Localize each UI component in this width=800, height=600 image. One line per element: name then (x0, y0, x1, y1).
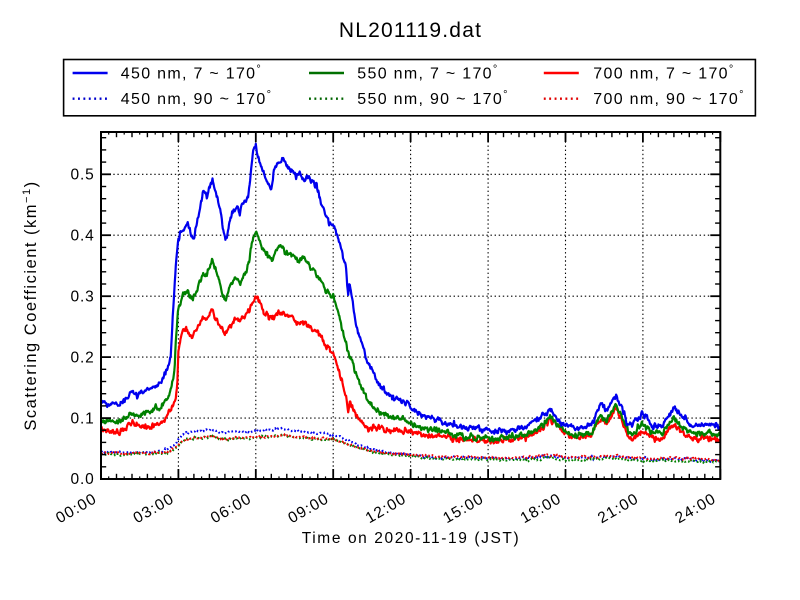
svg-text:0.0: 0.0 (71, 471, 95, 488)
svg-text:Time on 2020-11-19 (JST): Time on 2020-11-19 (JST) (302, 530, 520, 547)
svg-text:NL201119.dat: NL201119.dat (339, 19, 482, 42)
svg-text:550 nm, 90 ~ 170°: 550 nm, 90 ~ 170° (357, 89, 509, 108)
svg-text:700 nm, 90 ~ 170°: 700 nm, 90 ~ 170° (593, 89, 745, 108)
svg-text:0.5: 0.5 (71, 167, 95, 184)
svg-text:0.3: 0.3 (71, 288, 95, 305)
svg-text:0.2: 0.2 (71, 349, 95, 366)
svg-text:0.4: 0.4 (71, 227, 95, 244)
svg-text:Scattering Coefficient (km−1): Scattering Coefficient (km−1) (21, 180, 40, 430)
svg-text:700 nm, 7 ~ 170°: 700 nm, 7 ~ 170° (593, 64, 734, 83)
svg-text:0.1: 0.1 (71, 410, 95, 427)
svg-text:450 nm, 90 ~ 170°: 450 nm, 90 ~ 170° (121, 89, 272, 108)
svg-text:450 nm, 7 ~ 170°: 450 nm, 7 ~ 170° (121, 64, 262, 83)
svg-text:550 nm, 7 ~ 170°: 550 nm, 7 ~ 170° (357, 64, 498, 83)
